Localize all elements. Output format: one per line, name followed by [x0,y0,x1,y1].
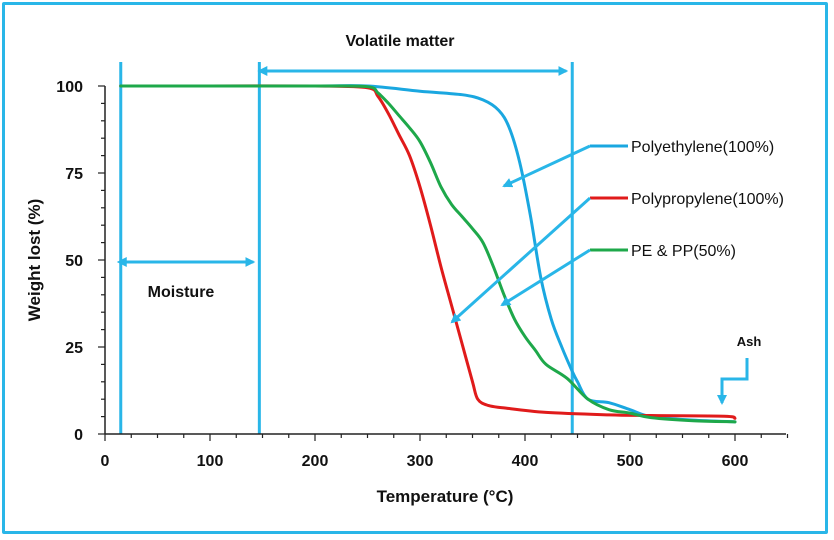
moisture-label: Moisture [148,284,215,301]
x-tick-label: 500 [617,453,644,470]
series-lines [119,84,737,424]
volatile-matter-label: Volatile matter [345,33,454,50]
legend-pointer-arrow-1 [502,144,591,188]
y-tick-label: 0 [74,427,83,444]
x-tick-label: 100 [197,453,224,470]
legend-label-3: PE & PP(50%) [631,243,736,260]
axes: 0 100 200 300 400 500 600 0 25 50 75 100 Temperature… [25,79,789,506]
legend-label-1: Polyethylene(100%) [631,139,774,156]
legend: Polyethylene(100%) Polypropylene(100%) PE … [450,139,784,324]
legend-pointer-arrow-2 [450,196,592,324]
ash-label: Ash [737,334,762,349]
x-tick-label: 400 [512,453,539,470]
y-tick-label: 50 [65,253,83,270]
ash-arrow [717,358,749,405]
y-tick-label: 75 [65,166,83,183]
y-tick-label: 25 [65,340,83,357]
series-line-3 [119,84,737,424]
x-tick-label: 0 [101,453,110,470]
x-tick-label: 200 [302,453,329,470]
annotations: Volatile matter Moisture Ash [116,33,762,405]
legend-label-2: Polypropylene(100%) [631,191,784,208]
x-axis-title: Temperature (°C) [377,487,514,506]
x-tick-label: 600 [722,453,749,470]
y-tick-label: 100 [56,79,83,96]
legend-pointer-arrow-3 [500,248,591,307]
y-axis-title: Weight lost (%) [25,199,44,321]
x-tick-label: 300 [407,453,434,470]
